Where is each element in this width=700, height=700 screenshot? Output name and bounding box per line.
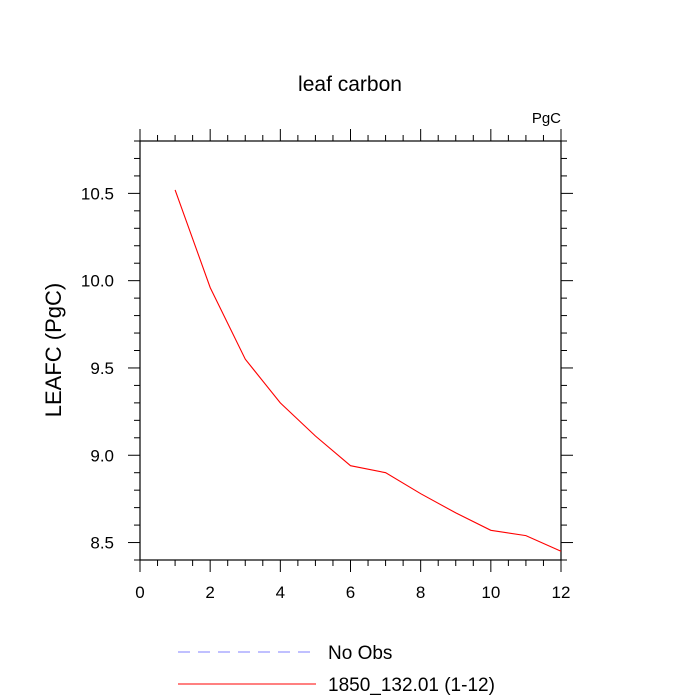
x-tick-label: 8 [416,583,425,602]
y-tick-label: 10.5 [81,184,114,203]
y-axis-label: LEAFC (PgC) [41,283,66,417]
x-tick-label: 2 [205,583,214,602]
units-label: PgC [532,110,561,127]
series-line [174,189,562,552]
y-tick-label: 10.0 [81,272,114,291]
y-tick-label: 9.0 [90,446,114,465]
x-tick-label: 0 [135,583,144,602]
y-tick-label: 8.5 [90,534,114,553]
legend-label-series: 1850_132.01 (1-12) [328,675,495,696]
chart-title: leaf carbon [298,73,402,96]
x-tick-label: 12 [552,583,571,602]
x-tick-label: 4 [276,583,285,602]
x-tick-label: 6 [346,583,355,602]
y-tick-label: 9.5 [90,359,114,378]
plot-area: 0 2 4 6 8 10 12 8.5 9.0 9.5 10.0 10.5 [81,129,573,602]
legend-label-no-obs: No Obs [328,643,392,664]
plot-frame [139,140,562,561]
x-tick-label: 10 [481,583,500,602]
legend: No Obs 1850_132.01 (1-12) [178,643,495,696]
